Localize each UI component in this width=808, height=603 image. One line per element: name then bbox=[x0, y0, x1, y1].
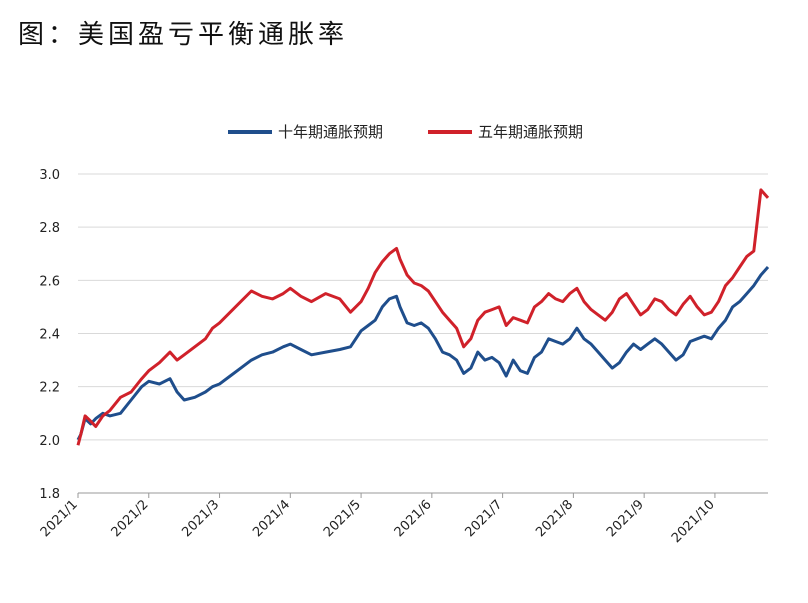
x-tick-label: 2021/4 bbox=[250, 497, 293, 540]
legend: 十年期通胀预期 五年期通胀预期 bbox=[228, 123, 583, 141]
x-tick-label: 2021/8 bbox=[533, 497, 576, 540]
series-line-10y bbox=[76, 266, 770, 441]
series-line-5y bbox=[76, 188, 770, 446]
x-tick-label: 2021/6 bbox=[392, 497, 435, 540]
x-tick-label: 2021/5 bbox=[321, 497, 364, 540]
y-tick-label: 1.8 bbox=[39, 487, 60, 502]
axes: 1.8 2.0 2.2 2.4 2.6 2.8 3.0 2021/1 2021/2 2021/3 2… bbox=[38, 168, 768, 546]
y-tick-label: 2.8 bbox=[39, 221, 60, 236]
y-tick-label: 2.4 bbox=[39, 328, 60, 343]
x-tick-label: 2021/3 bbox=[179, 497, 222, 540]
x-tick-label: 2021/10 bbox=[669, 497, 718, 546]
x-tick-label: 2021/9 bbox=[604, 497, 647, 540]
x-tick-label: 2021/7 bbox=[462, 497, 505, 540]
series-layer bbox=[76, 188, 770, 446]
y-tick-label: 2.0 bbox=[39, 434, 60, 449]
legend-label: 五年期通胀预期 bbox=[478, 123, 583, 141]
x-tick-label: 2021/2 bbox=[109, 497, 152, 540]
y-tick-label: 2.6 bbox=[39, 274, 60, 289]
legend-label: 十年期通胀预期 bbox=[278, 123, 383, 141]
y-tick-label: 3.0 bbox=[39, 168, 60, 183]
y-tick-label: 2.2 bbox=[39, 381, 60, 396]
chart-title: 图：美国盈亏平衡通胀率 bbox=[18, 20, 349, 50]
x-tick-label: 2021/1 bbox=[38, 497, 81, 540]
grid-lines bbox=[78, 173, 768, 494]
